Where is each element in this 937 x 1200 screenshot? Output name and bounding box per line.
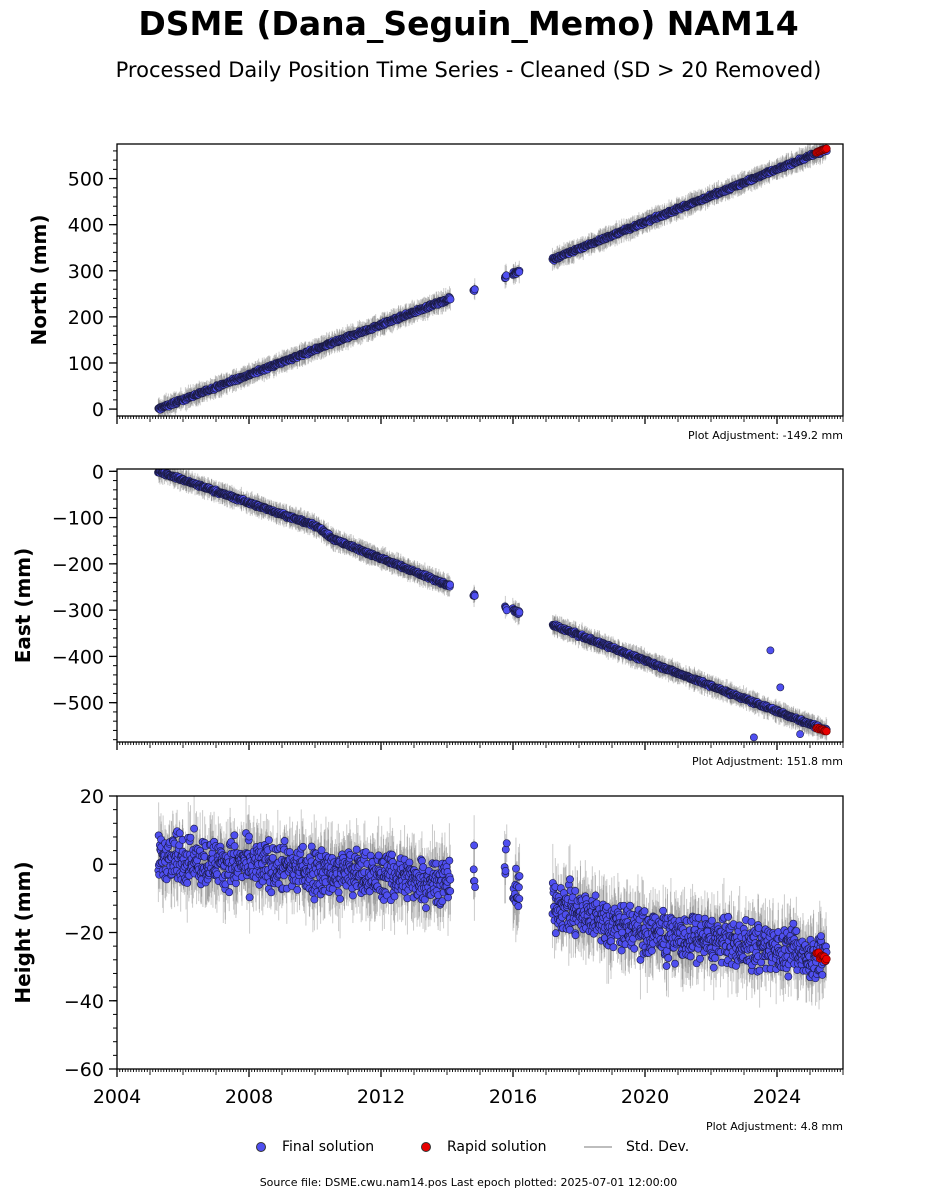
- plot-area: [154, 469, 831, 742]
- y-axis-label: North (mm): [27, 214, 51, 345]
- y-tick-label: 400: [68, 215, 104, 237]
- rapid-point: [822, 144, 831, 153]
- plot-area: [154, 144, 831, 416]
- final-point: [502, 271, 511, 280]
- final-point: [446, 295, 455, 304]
- y-tick-label: 300: [68, 261, 104, 283]
- rapid-solution-points: [812, 144, 831, 157]
- final-solution-points: [154, 145, 831, 414]
- y-tick-label: 100: [68, 353, 104, 375]
- panel-1: 0 100 200 300 400 500 North (mm) Plot Adjustmen…: [27, 143, 844, 442]
- final-point: [515, 268, 524, 276]
- page-title: DSME (Dana_Seguin_Memo) NAM14: [138, 4, 799, 43]
- y-tick-label: 500: [68, 169, 104, 191]
- y-tick-label: 0: [92, 399, 104, 421]
- page-subtitle: Processed Daily Position Time Series - C…: [115, 58, 822, 82]
- final-point: [470, 285, 479, 294]
- plot-adjustment-note: Plot Adjustment: -149.2 mm: [688, 429, 843, 442]
- y-tick-label: 200: [68, 307, 104, 329]
